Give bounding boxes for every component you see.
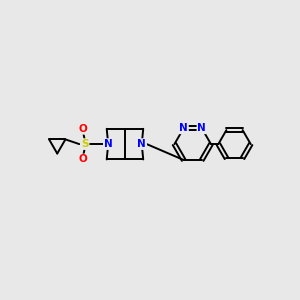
Text: O: O	[79, 124, 88, 134]
Text: N: N	[179, 123, 188, 133]
Text: N: N	[104, 139, 112, 149]
Text: S: S	[81, 139, 88, 149]
Text: N: N	[197, 123, 206, 133]
Text: N: N	[137, 139, 146, 149]
Text: O: O	[79, 154, 88, 164]
